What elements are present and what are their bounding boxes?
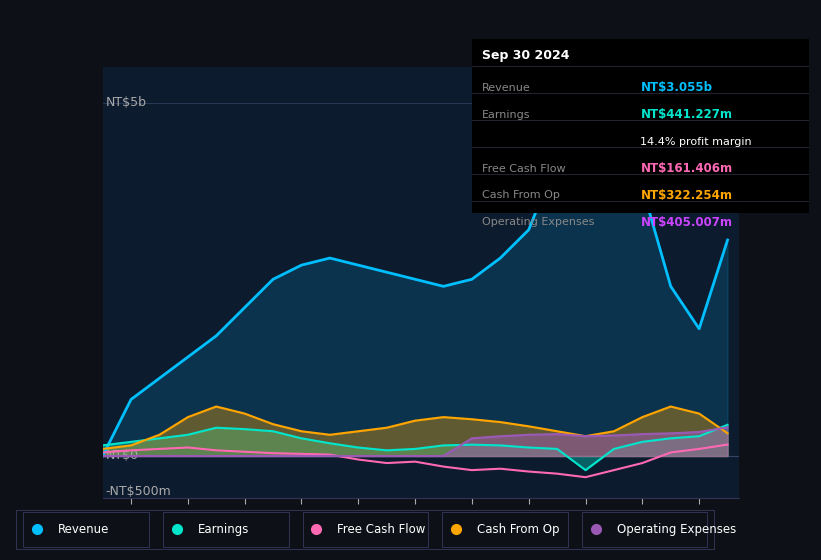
Bar — [582, 512, 708, 547]
Text: NT$161.406m: NT$161.406m — [640, 162, 732, 175]
Text: Free Cash Flow: Free Cash Flow — [482, 164, 566, 174]
Text: Revenue: Revenue — [482, 83, 531, 93]
Bar — [443, 512, 568, 547]
Text: Cash From Op: Cash From Op — [482, 190, 560, 200]
Text: Sep 30 2024: Sep 30 2024 — [482, 49, 570, 62]
Text: NT$3.055b: NT$3.055b — [640, 81, 713, 94]
Text: Earnings: Earnings — [482, 110, 530, 120]
Text: Operating Expenses: Operating Expenses — [482, 217, 594, 227]
Text: -NT$500m: -NT$500m — [105, 485, 172, 498]
Text: NT$441.227m: NT$441.227m — [640, 108, 732, 121]
Text: Operating Expenses: Operating Expenses — [617, 522, 736, 536]
Text: Revenue: Revenue — [58, 522, 110, 536]
Bar — [303, 512, 429, 547]
Text: Earnings: Earnings — [198, 522, 250, 536]
Text: Cash From Op: Cash From Op — [477, 522, 559, 536]
Text: NT$5b: NT$5b — [105, 96, 146, 109]
Text: 14.4% profit margin: 14.4% profit margin — [640, 137, 752, 147]
Text: NT$405.007m: NT$405.007m — [640, 216, 732, 229]
Text: Free Cash Flow: Free Cash Flow — [337, 522, 426, 536]
Text: NT$322.254m: NT$322.254m — [640, 189, 732, 202]
Bar — [163, 512, 289, 547]
Bar — [23, 512, 149, 547]
Text: NT$0: NT$0 — [105, 450, 139, 463]
